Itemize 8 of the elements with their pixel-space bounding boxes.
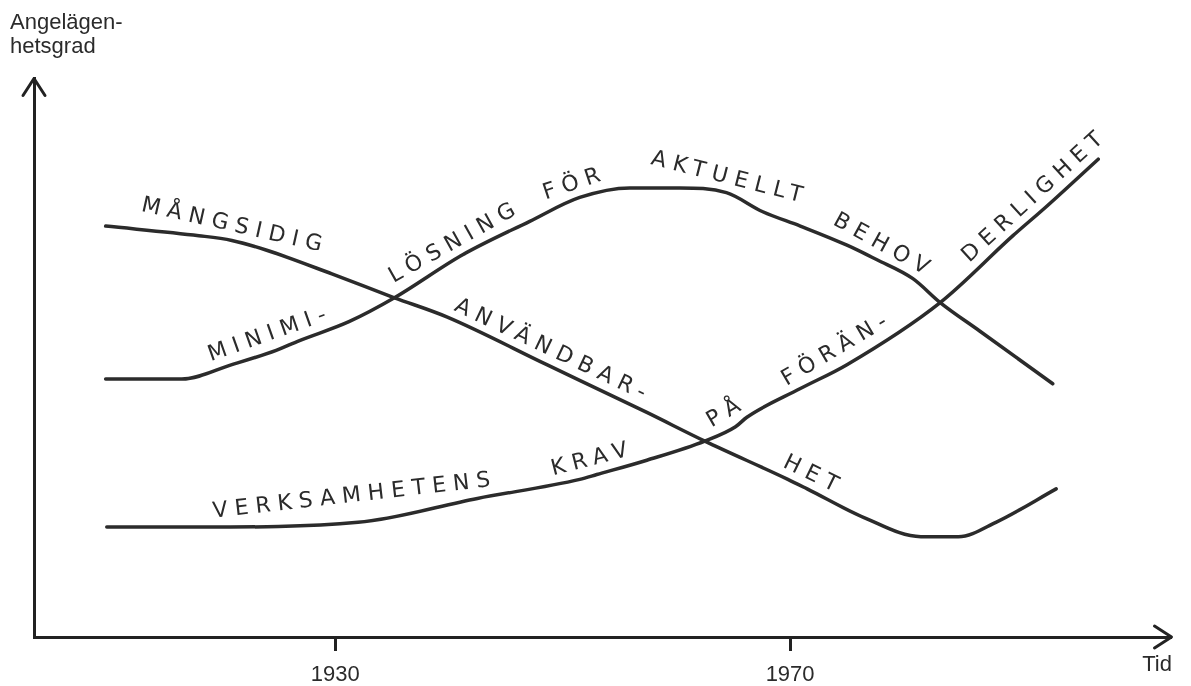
y-axis-title: Angelägen- hetsgrad — [10, 9, 123, 59]
x-tick-label: 1970 — [765, 661, 815, 686]
x-axis-title: Tid — [1142, 651, 1172, 677]
annotation: HET — [779, 448, 850, 500]
annotation: FÖR — [539, 159, 610, 205]
annotation: KRAV — [547, 434, 637, 481]
x-tick-label: 1930 — [310, 661, 360, 686]
annotation: PÅ — [700, 388, 751, 432]
